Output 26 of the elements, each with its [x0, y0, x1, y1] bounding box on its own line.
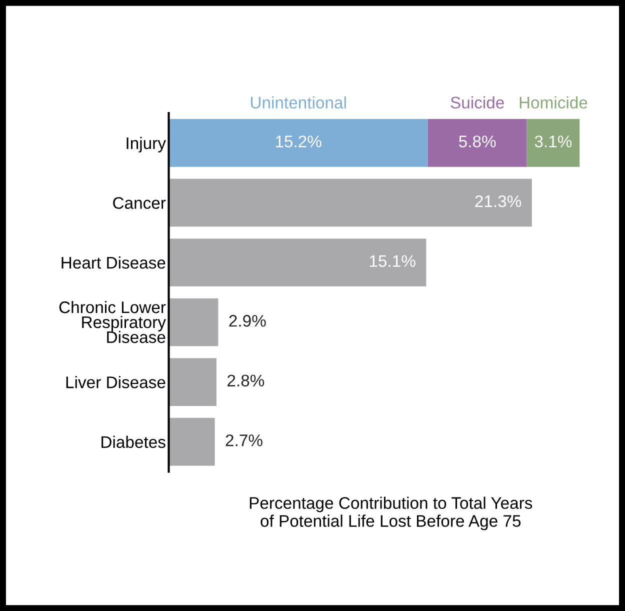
bar	[168, 119, 428, 167]
y-tick-label: Cancer	[113, 197, 166, 209]
y-tick-label: Injury	[126, 136, 166, 152]
data-label: 2.9%	[229, 314, 266, 327]
bar	[168, 238, 426, 286]
data-label: 15.1%	[370, 255, 416, 267]
data-label: 15.2%	[276, 136, 322, 148]
bar	[168, 418, 215, 466]
bar	[168, 358, 216, 406]
y-tick-label: Liver Disease	[66, 376, 166, 388]
data-label: 5.8%	[459, 136, 496, 148]
bar	[168, 298, 218, 346]
series-label: Suicide	[450, 96, 504, 109]
bar	[428, 119, 527, 167]
data-label: 2.7%	[226, 434, 262, 446]
data-label: 21.3%	[475, 195, 522, 208]
bar	[526, 119, 580, 167]
data-label: 3.1%	[534, 136, 572, 148]
series-label: Unintentional	[250, 96, 346, 109]
x-axis-title: Percentage Contribution to Total Years of Potential Life Lost Before Age 75	[250, 496, 532, 530]
series-label: Homicide	[520, 96, 588, 109]
y-tick-label: Chronic Lower Respiratory Disease	[59, 300, 166, 344]
data-label: 2.8%	[228, 374, 264, 386]
bar	[168, 178, 532, 227]
y-tick-label: Heart Disease	[62, 256, 166, 269]
y-tick-label: Diabetes	[102, 436, 166, 448]
